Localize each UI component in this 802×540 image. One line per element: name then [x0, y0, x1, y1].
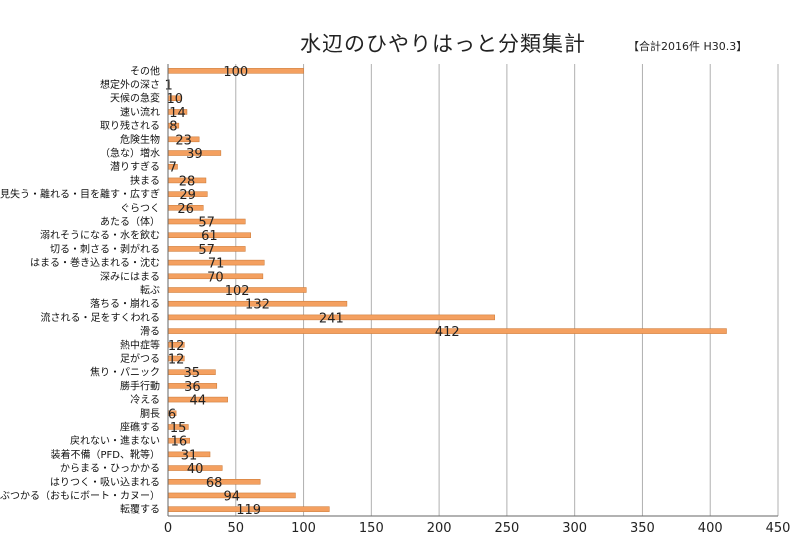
chart-title: 水辺のひやりはっと分類集計: [300, 32, 586, 56]
data-label: 12: [168, 339, 185, 354]
data-label: 15: [170, 421, 187, 436]
data-label: 7: [169, 161, 177, 176]
category-label: はりつく・吸い込まれる: [50, 476, 160, 488]
category-label: その他: [130, 64, 160, 77]
data-label: 31: [181, 448, 198, 463]
category-label: 足がつる: [120, 352, 160, 365]
category-label: 冷える: [130, 393, 160, 406]
data-label: 8: [169, 120, 177, 135]
category-label: 切る・刺さる・剥がれる: [50, 242, 160, 255]
category-label: ぶつかる（おもにボート・カヌー）: [0, 490, 160, 502]
category-label: 見失う・離れる・目を離す・広すぎ: [0, 188, 160, 201]
category-label: からまる・ひっかかる: [60, 463, 160, 475]
x-tick-label: 300: [562, 521, 587, 536]
data-label: 14: [169, 106, 186, 121]
x-tick-label: 100: [291, 521, 316, 536]
data-label: 119: [236, 503, 261, 518]
x-tick-label: 50: [228, 521, 245, 536]
x-tick-label: 450: [766, 521, 791, 536]
category-label: ぐらつく: [120, 202, 160, 214]
category-label: 深みにはまる: [100, 271, 160, 283]
category-label: 装着不備（PFD、靴等）: [51, 448, 160, 461]
data-label: 36: [184, 380, 201, 395]
category-label: 転ぶ: [140, 285, 160, 297]
category-label: 勝手行動: [120, 379, 160, 392]
x-tick-label: 200: [427, 521, 452, 536]
data-label: 12: [168, 352, 185, 367]
axes: [167, 64, 778, 517]
data-label: 57: [198, 216, 215, 231]
data-label: 61: [201, 229, 218, 244]
data-label: 39: [186, 147, 203, 162]
category-label: 焦り・パニック: [90, 366, 160, 379]
data-label: 102: [225, 284, 250, 299]
category-label: 取り残される: [100, 119, 160, 132]
data-label: 1: [165, 79, 173, 94]
chart-subtitle: 【合計2016件 H30.3】: [628, 40, 748, 53]
category-label: 想定外の深さ: [100, 78, 160, 91]
category-label: 落ちる・崩れる: [90, 297, 160, 310]
category-label: あたる（体）: [100, 216, 160, 228]
category-label: 座礁する: [120, 420, 160, 433]
data-label: 241: [319, 311, 344, 326]
data-label: 40: [187, 462, 204, 477]
data-label: 132: [245, 298, 270, 313]
data-label: 10: [167, 92, 184, 107]
data-label: 71: [208, 257, 225, 272]
category-label: はまる・巻き込まれる・沈む: [30, 256, 160, 269]
data-label: 29: [179, 188, 196, 203]
category-label: 潜りすぎる: [110, 160, 160, 173]
category-label: 流される・足をすくわれる: [41, 311, 161, 324]
data-label: 57: [198, 243, 215, 258]
x-tick-label: 0: [164, 521, 172, 536]
data-label: 23: [175, 133, 192, 148]
category-label: 戻れない・進まない: [70, 434, 160, 447]
category-label: 挟まる: [130, 174, 160, 187]
data-label: 44: [190, 394, 207, 409]
category-label: 溺れそうになる・水を飲む: [40, 229, 160, 242]
data-label: 94: [223, 489, 240, 504]
x-tick-label: 400: [698, 521, 723, 536]
data-label: 28: [179, 174, 196, 189]
category-label: 危険生物: [120, 133, 160, 146]
data-label: 412: [435, 325, 460, 340]
data-label: 26: [177, 202, 194, 217]
data-label: 70: [207, 270, 224, 285]
data-label: 16: [171, 435, 188, 450]
category-label: 天候の急変: [110, 92, 160, 105]
category-label: 速い流れ: [120, 105, 160, 118]
category-label: 熱中症等: [120, 338, 160, 351]
category-label: （急な）増水: [100, 147, 160, 160]
category-label: 滑る: [140, 326, 160, 338]
x-tick-label: 350: [630, 521, 655, 536]
data-label: 68: [206, 476, 223, 491]
labels: 0 50 100 150 200 250 300 350 400 450 その他 100 想定外の深さ 1…: [0, 64, 790, 536]
data-label: 100: [223, 65, 248, 80]
x-tick-label: 250: [494, 521, 519, 536]
data-label: 35: [183, 366, 200, 381]
x-tick-label: 150: [359, 521, 384, 536]
data-label: 6: [168, 407, 176, 422]
category-label: 転覆する: [120, 504, 160, 516]
category-label: 胴長: [140, 408, 160, 420]
